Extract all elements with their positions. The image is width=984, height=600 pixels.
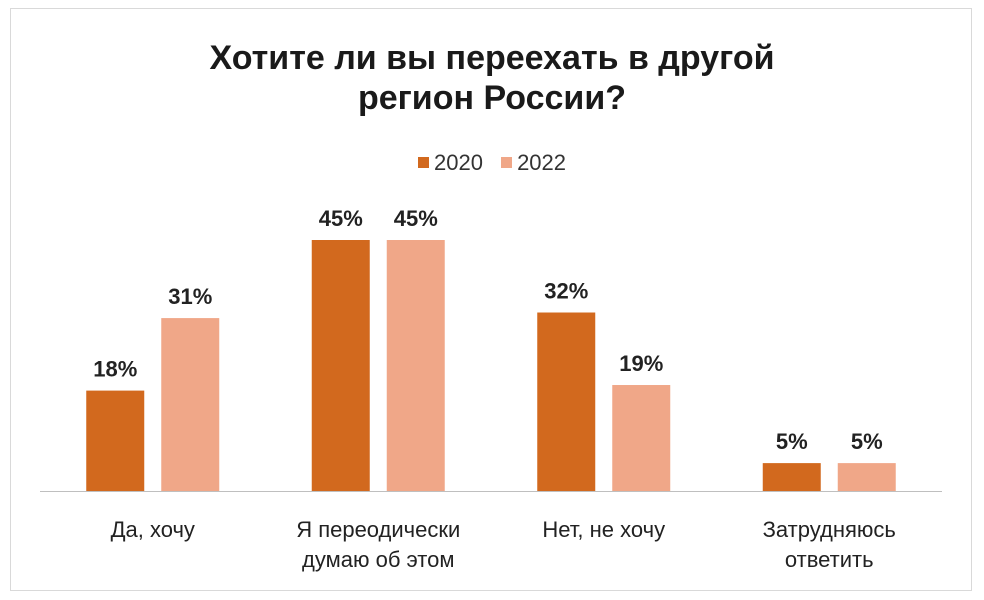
legend-label-2022: 2022 (517, 149, 567, 175)
legend-label-2020: 2020 (433, 149, 483, 175)
legend-item-2022: 2022 (501, 150, 566, 176)
chart-frame (10, 8, 972, 591)
chart-title-line-1: Хотите ли вы переехать в другой (209, 39, 775, 77)
data-label-2020-3: 5% (776, 429, 808, 454)
legend-swatch-2020 (417, 157, 429, 168)
x-tick-label-1-1: думаю об этом (302, 547, 454, 572)
data-label-2022-3: 5% (851, 429, 883, 454)
bar-2020-3 (762, 463, 821, 491)
data-label-2022-1: 45% (394, 206, 438, 231)
bar-2022-1 (386, 240, 445, 491)
x-tick-label-1-0: Я переодически (296, 517, 460, 542)
legend-swatch-2022 (501, 157, 513, 168)
x-tick-label-3-1: ответить (785, 547, 874, 572)
data-label-2020-0: 18% (93, 357, 137, 382)
bar-2022-3 (837, 463, 896, 491)
data-label-2022-2: 19% (619, 351, 663, 376)
bar-2020-0 (86, 390, 145, 491)
data-label-2020-2: 32% (544, 279, 588, 304)
x-tick-label-0-0: Да, хочу (111, 517, 195, 542)
data-label-2020-1: 45% (319, 206, 363, 231)
bar-2020-1 (311, 240, 370, 491)
x-tick-label-3-0: Затрудняюсь (763, 517, 896, 542)
x-tick-label-2-0: Нет, не хочу (542, 517, 665, 542)
data-label-2022-0: 31% (168, 284, 212, 309)
chart-title: Хотите ли вы переехать в другой регион Р… (0, 38, 984, 118)
chart-legend: 2020 2022 (0, 148, 984, 176)
bar-2022-2 (612, 385, 671, 491)
chart-title-line-2: регион России? (357, 79, 627, 117)
bar-2022-0 (161, 318, 220, 491)
bar-2020-2 (537, 312, 596, 491)
legend-item-2020: 2020 (417, 149, 483, 176)
